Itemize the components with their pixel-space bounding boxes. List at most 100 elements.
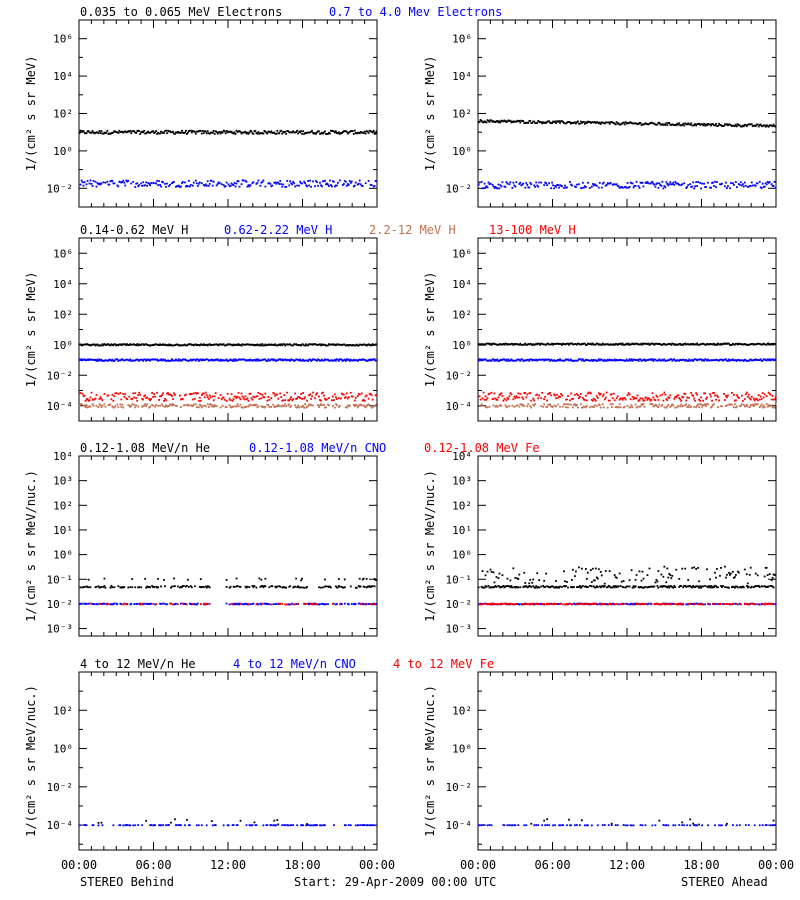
data-point [710, 585, 712, 587]
data-point [308, 394, 310, 397]
data-point [313, 358, 315, 361]
data-point [650, 342, 653, 345]
data-point [260, 578, 263, 581]
data-point [249, 392, 252, 395]
data-point [534, 403, 537, 406]
data-point [643, 405, 646, 408]
data-point [479, 603, 482, 606]
data-point [179, 131, 181, 134]
data-point [177, 185, 179, 188]
data-point [197, 182, 200, 185]
data-point [530, 358, 533, 361]
data-point [733, 399, 736, 402]
data-point [774, 343, 777, 345]
data-point [589, 569, 592, 571]
data-point [699, 123, 702, 126]
y-tick-label: 10¹ [53, 524, 73, 537]
data-point [691, 567, 694, 569]
data-point [130, 182, 133, 185]
data-point [682, 602, 685, 605]
series-0 [78, 824, 376, 827]
data-point [574, 403, 576, 406]
data-point [544, 181, 547, 184]
data-point [334, 130, 337, 133]
data-point [116, 358, 119, 361]
data-point [651, 392, 654, 395]
data-point [158, 359, 160, 362]
data-point [660, 603, 663, 606]
data-point [573, 121, 575, 124]
y-tick-label: 10⁴ [452, 278, 472, 291]
data-point [292, 344, 295, 347]
y-tick-label: 10⁴ [53, 70, 73, 83]
data-point [639, 181, 642, 184]
data-point [282, 359, 285, 362]
data-point [101, 132, 104, 135]
data-point [347, 405, 350, 408]
data-point [187, 824, 190, 827]
data-point [527, 586, 530, 588]
data-point [629, 121, 632, 124]
data-point [324, 343, 326, 346]
data-point [217, 359, 220, 362]
data-point [647, 586, 650, 588]
data-point [168, 360, 170, 362]
data-point [177, 603, 179, 606]
data-point [192, 403, 195, 406]
data-point [713, 124, 715, 127]
data-point [671, 575, 674, 577]
data-point [509, 602, 512, 605]
data-point [644, 585, 647, 588]
data-point [557, 586, 559, 588]
data-point [649, 399, 652, 402]
data-point [281, 399, 284, 402]
data-point [203, 404, 206, 407]
data-point [199, 603, 202, 606]
data-point [320, 132, 322, 135]
data-point [577, 394, 579, 397]
data-point [581, 567, 583, 570]
data-point [295, 131, 298, 134]
data-point [619, 603, 622, 606]
data-point [591, 602, 594, 605]
data-point [110, 179, 113, 182]
data-point [710, 343, 712, 346]
data-point [598, 393, 601, 396]
data-point [322, 132, 324, 135]
data-point [562, 342, 564, 345]
data-point [374, 579, 377, 581]
data-point [555, 580, 557, 582]
data-point [506, 359, 509, 362]
data-point [743, 343, 746, 345]
data-point [119, 602, 122, 605]
data-point [204, 344, 207, 346]
data-point [251, 398, 254, 401]
data-point [164, 343, 166, 346]
data-point [673, 358, 676, 361]
data-point [323, 180, 325, 183]
data-point [660, 343, 663, 346]
data-point [524, 582, 527, 584]
data-point [540, 397, 543, 399]
data-point [164, 182, 166, 185]
series-2 [78, 403, 377, 409]
data-point [712, 392, 714, 394]
data-point [647, 342, 650, 345]
data-point [665, 343, 668, 346]
data-point [532, 578, 535, 581]
data-point [339, 358, 342, 361]
data-point [208, 343, 211, 346]
data-point [315, 359, 317, 362]
data-point [97, 824, 100, 827]
data-point [220, 183, 223, 186]
data-point [90, 131, 93, 134]
data-point [182, 344, 184, 347]
data-point [177, 359, 179, 362]
data-point [232, 398, 235, 401]
data-point [271, 132, 274, 134]
data-point [664, 393, 667, 396]
data-point [547, 603, 550, 605]
data-point [721, 343, 723, 346]
data-point [583, 602, 586, 605]
data-point [716, 568, 718, 570]
